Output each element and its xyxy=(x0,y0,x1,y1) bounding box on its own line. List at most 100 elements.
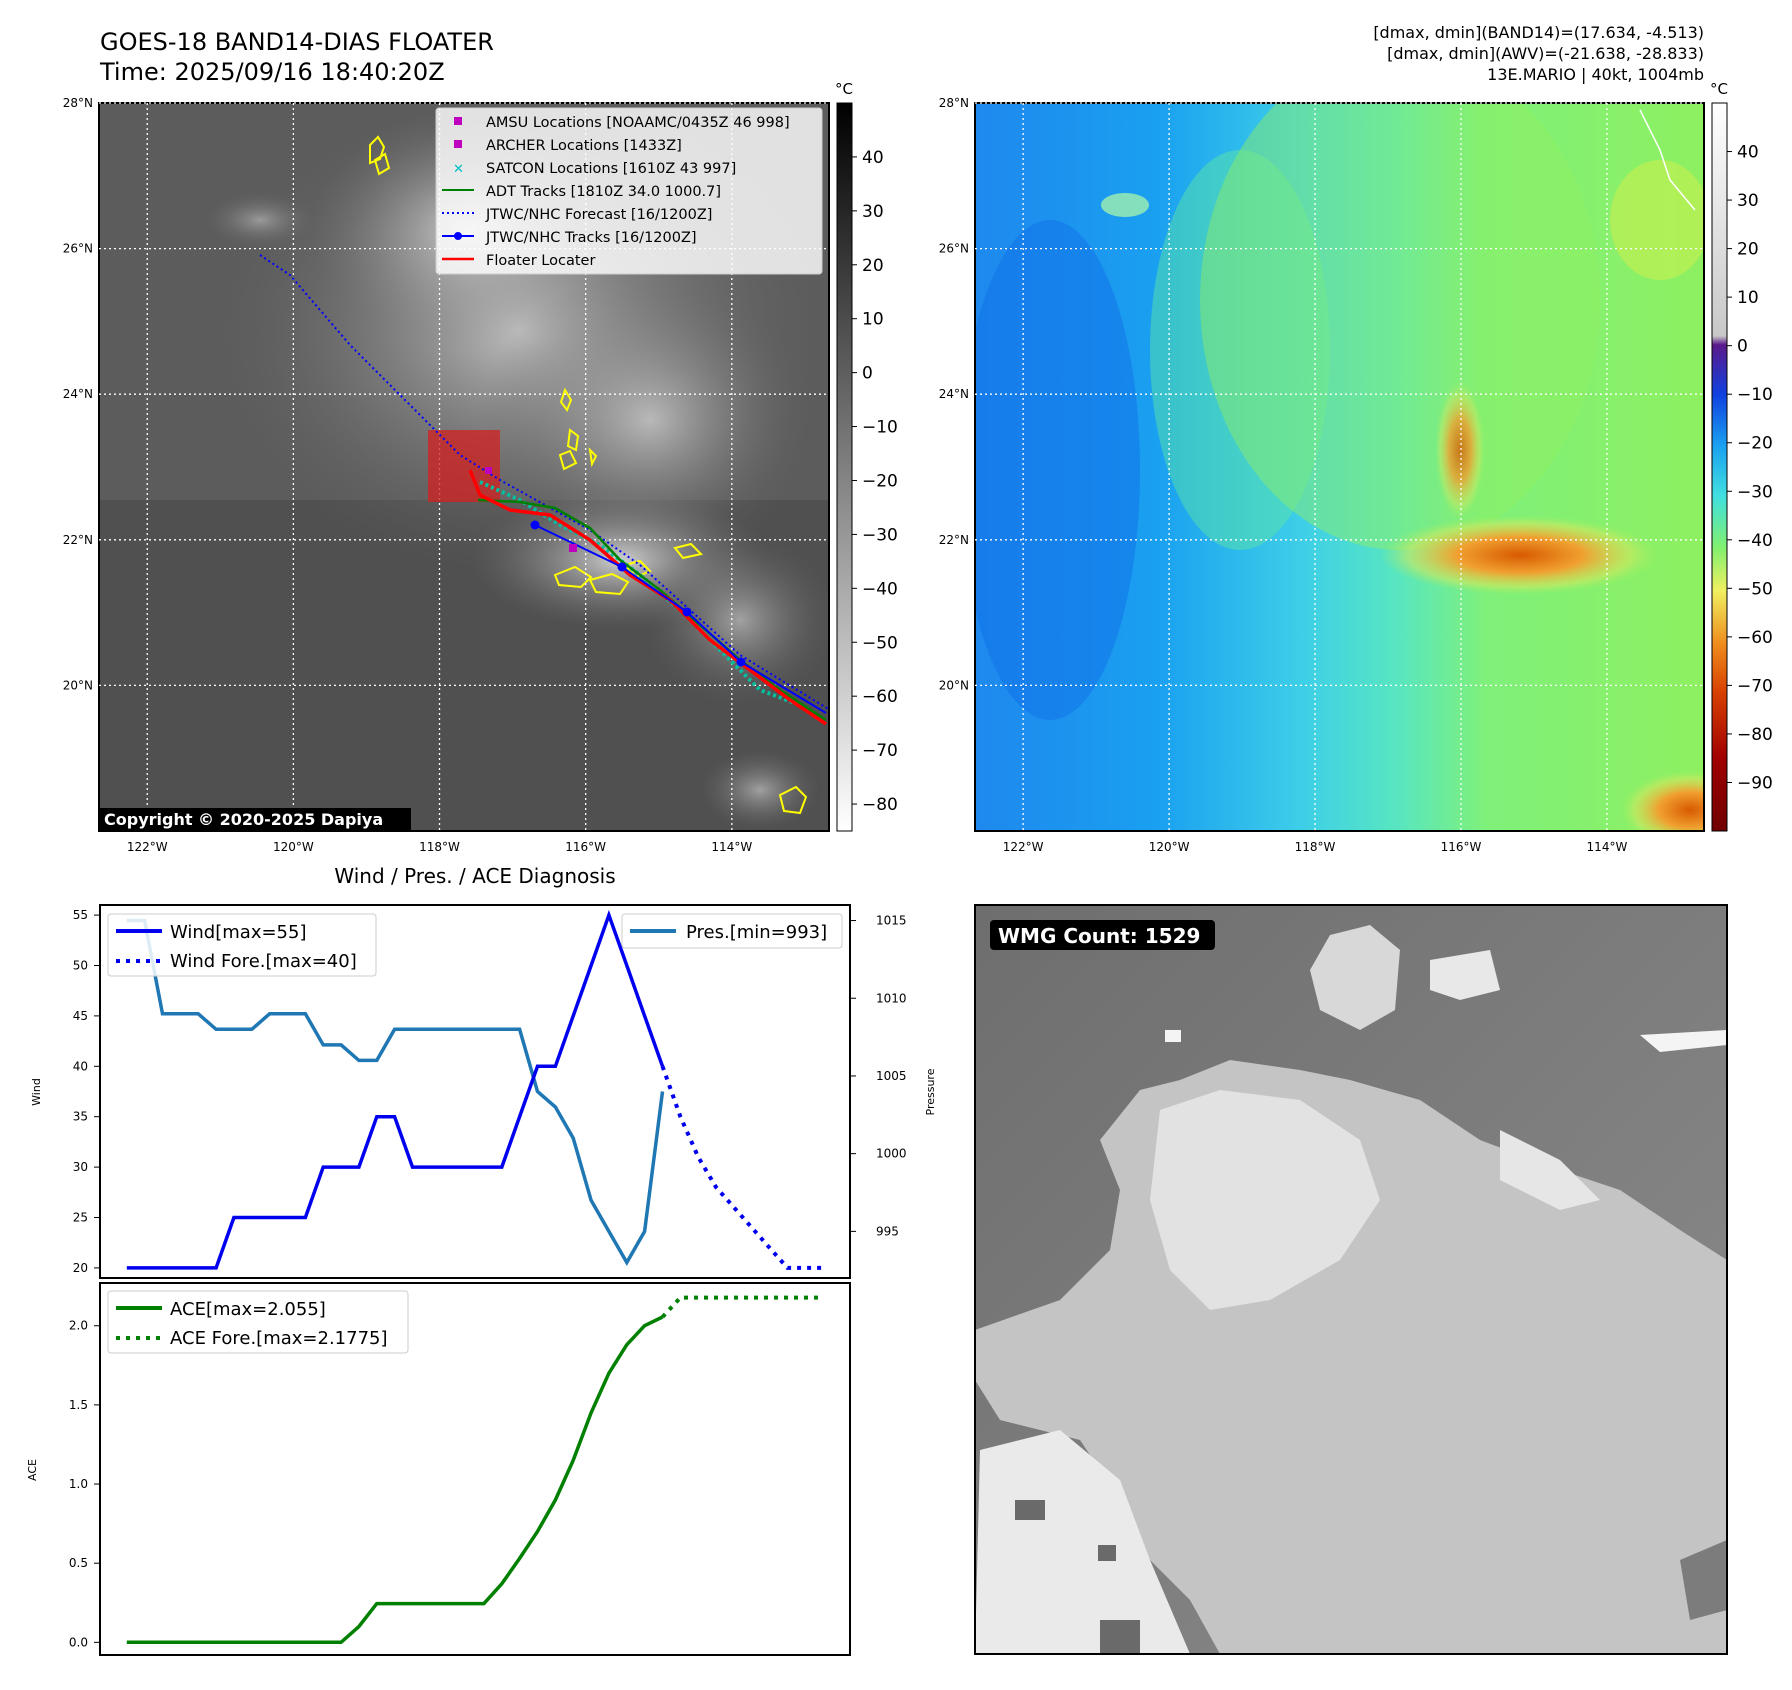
pressure-axis-label: Pressure xyxy=(924,1068,937,1115)
ace-axis-label: ACE xyxy=(26,1459,39,1481)
ir-lat-label: 28°N xyxy=(63,96,93,110)
pressure-tick-label: 1000 xyxy=(876,1147,907,1161)
pressure-tick-label: 1005 xyxy=(876,1069,907,1083)
jtwc-track-points xyxy=(530,520,746,667)
ace-axis-ticks: 0.0 0.5 1.0 1.5 2.0 xyxy=(69,1319,100,1649)
ir-lon-label: 116°W xyxy=(565,840,606,854)
wmg-imagery xyxy=(975,905,1727,1654)
wv-imagery xyxy=(975,103,1704,831)
pressure-tick-label: 1010 xyxy=(876,991,907,1005)
wmg-count-label: WMG Count: 1529 xyxy=(998,924,1200,948)
wind-tick-label: 40 xyxy=(73,1059,88,1073)
ir-colorbar-tick-label: −80 xyxy=(862,795,898,815)
wind-tick-label: 20 xyxy=(73,1261,88,1275)
pressure-line xyxy=(126,918,665,1267)
legend-forecast: JTWC/NHC Forecast [16/1200Z] xyxy=(485,207,712,223)
wv-lon-label: 118°W xyxy=(1295,840,1336,854)
jtwc-forecast-track xyxy=(259,254,829,711)
ir-colorbar-tick-label: −20 xyxy=(862,471,898,491)
ir-colorbar xyxy=(836,102,853,832)
wv-colorbar-tick-label: −20 xyxy=(1737,434,1773,454)
wind-forecast-line xyxy=(660,1065,824,1270)
tracks-legend-marker xyxy=(454,232,462,240)
wv-colorbar-tick-label: −80 xyxy=(1737,725,1773,745)
info-line-awv: [dmax, dmin](AWV)=(-21.638, -28.833) xyxy=(1387,44,1704,63)
wv-colorbar-tick-label: −10 xyxy=(1737,385,1773,405)
wv-colorbar-tick-label: −40 xyxy=(1737,531,1773,551)
wind-tick-label: 25 xyxy=(73,1211,88,1225)
ir-colorbar-tick-label: 0 xyxy=(862,364,873,384)
legend-amsu: AMSU Locations [NOAAMC/0435Z 46 998] xyxy=(486,115,790,131)
wv-lat-label: 20°N xyxy=(939,678,969,692)
copyright-box xyxy=(99,808,411,831)
ir-colorbar-tick-label: 10 xyxy=(862,310,884,330)
ace-lines xyxy=(126,1295,824,1645)
wv-lon-label: 116°W xyxy=(1441,840,1482,854)
ir-colorbar-tick-label: 20 xyxy=(862,256,884,276)
wind-tick-label: 45 xyxy=(73,1009,88,1023)
satcon-legend-marker: ✕ xyxy=(453,162,464,177)
wv-lat-label: 28°N xyxy=(939,96,969,110)
pressure-tick-label: 1015 xyxy=(876,914,907,928)
ir-lat-label: 22°N xyxy=(63,533,93,547)
legend-floater: Floater Locater xyxy=(486,253,595,269)
ir-colorbar-tick-label: −10 xyxy=(862,418,898,438)
ir-map-panel: 28°N 26°N 24°N 22°N 20°N 122°W 120°W 118°W 116°… xyxy=(63,80,898,854)
wv-lon-label: 120°W xyxy=(1149,840,1190,854)
ace-legend: ACE[max=2.055] ACE Fore.[max=2.1775] xyxy=(107,1290,409,1354)
wv-lat-label: 22°N xyxy=(939,533,969,547)
archer-location-marker xyxy=(485,467,492,474)
wv-colorbar-tick-label: −50 xyxy=(1737,579,1773,599)
map-legend: AMSU Locations [NOAAMC/0435Z 46 998] ARC… xyxy=(435,107,823,275)
wind-tick-label: 55 xyxy=(73,908,88,922)
wv-colorbar-tick-label: −90 xyxy=(1737,773,1773,793)
floater-locater-box xyxy=(428,430,500,502)
ir-lon-labels: 122°W 120°W 118°W 116°W 114°W xyxy=(127,840,752,854)
ace-tick-label: 0.0 xyxy=(69,1635,88,1649)
wv-colorbar-tick-label: 30 xyxy=(1737,191,1759,211)
ace-chart: ACE 0.0 0.5 1.0 1.5 2.0 ACE[max=2.055] ACE F… xyxy=(26,1282,851,1656)
wind-tick-label: 30 xyxy=(73,1160,88,1174)
wv-colorbar xyxy=(1711,102,1728,832)
ir-colorbar-tick-label: −50 xyxy=(862,633,898,653)
wv-colorbar-tick-label: 0 xyxy=(1737,337,1748,357)
wv-lon-labels: 122°W 120°W 118°W 116°W 114°W xyxy=(1003,840,1628,854)
ace-tick-label: 0.5 xyxy=(69,1556,88,1570)
info-line-band14: [dmax, dmin](BAND14)=(17.634, -4.513) xyxy=(1373,23,1704,42)
wmg-count-badge xyxy=(990,920,1215,950)
ir-lon-label: 118°W xyxy=(419,840,460,854)
wind-pressure-lines xyxy=(126,909,824,1270)
legend-satcon: SATCON Locations [1610Z 43 997] xyxy=(486,161,736,177)
ir-lat-label: 24°N xyxy=(63,387,93,401)
wv-colorbar-tick-label: −30 xyxy=(1737,482,1773,502)
figure-time: Time: 2025/09/16 18:40:20Z xyxy=(99,58,445,86)
info-line-storm: 13E.MARIO | 40kt, 1004mb xyxy=(1487,65,1704,84)
wv-colorbar-ticks: 40 30 20 10 0 −10 −20 −30 −40 −50 −60 −70 −80 −90 xyxy=(1727,143,1773,793)
ir-lat-label: 26°N xyxy=(63,242,93,256)
ir-colorbar-ticks: 40 30 20 10 0 −10 −20 −30 −40 −50 −60 −70 −80 xyxy=(852,148,898,815)
wmg-panel: WMG Count: 1529 xyxy=(974,904,1728,1655)
ace-tick-label: 2.0 xyxy=(69,1319,88,1333)
wind-axis-label: Wind xyxy=(30,1078,43,1106)
amsu-location-marker xyxy=(569,544,577,552)
ace-forecast-legend-label: ACE Fore.[max=2.1775] xyxy=(170,1328,388,1349)
wv-lon-label: 122°W xyxy=(1003,840,1044,854)
wind-line xyxy=(126,909,665,1270)
diag-title: Wind / Pres. / ACE Diagnosis xyxy=(334,864,615,888)
wind-axis-ticks: 20 25 30 35 40 45 50 55 xyxy=(73,908,100,1275)
wv-colorbar-tick-label: 10 xyxy=(1737,288,1759,308)
ir-colorbar-tick-label: −70 xyxy=(862,741,898,761)
wv-colorbar-tick-label: 40 xyxy=(1737,143,1759,163)
wv-gridlines xyxy=(975,102,1704,831)
wv-colorbar-unit: °C xyxy=(1710,80,1728,98)
pressure-legend: Pres.[min=993] xyxy=(621,913,843,949)
adt-track xyxy=(477,498,827,722)
ir-lat-label: 20°N xyxy=(63,678,93,692)
ir-colorbar-tick-label: 30 xyxy=(862,202,884,222)
pressure-axis-ticks: 995 1000 1005 1010 1015 xyxy=(850,914,907,1238)
wind-tick-label: 50 xyxy=(73,958,88,972)
ace-legend-label: ACE[max=2.055] xyxy=(170,1299,326,1320)
wind-forecast-legend-label: Wind Fore.[max=40] xyxy=(170,951,357,972)
legend-tracks: JTWC/NHC Tracks [16/1200Z] xyxy=(485,230,697,246)
